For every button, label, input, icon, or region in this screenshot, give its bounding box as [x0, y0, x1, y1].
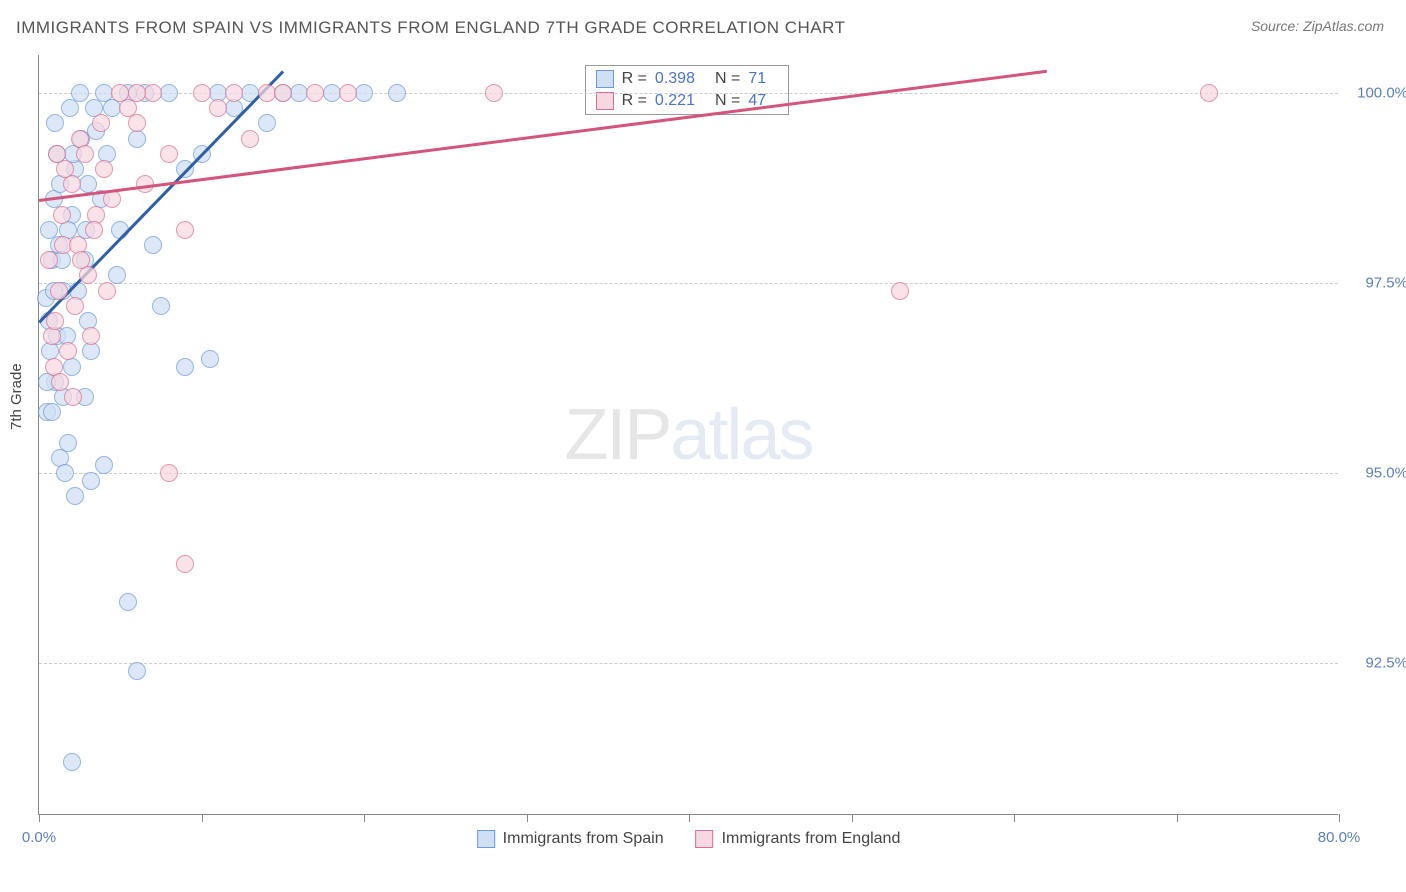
scatter-point [40, 251, 58, 269]
scatter-point [85, 221, 103, 239]
scatter-point [128, 114, 146, 132]
stat-r-value: 0.398 [655, 70, 695, 88]
gridline [39, 473, 1338, 474]
stat-n-label: N = [715, 70, 740, 88]
scatter-point [82, 472, 100, 490]
legend-swatch [477, 830, 495, 848]
chart-legend: Immigrants from Spain Immigrants from Eng… [477, 830, 901, 848]
scatter-point [388, 84, 406, 102]
scatter-point [59, 342, 77, 360]
stat-r-value: 0.221 [655, 92, 695, 110]
legend-item: Immigrants from Spain [477, 830, 664, 848]
x-tick [1177, 814, 1178, 822]
scatter-point [274, 84, 292, 102]
x-tick [202, 814, 203, 822]
scatter-point [209, 99, 227, 117]
scatter-point [144, 84, 162, 102]
scatter-point [119, 593, 137, 611]
x-tick [527, 814, 528, 822]
scatter-point [92, 114, 110, 132]
y-tick-label: 92.5% [1365, 655, 1406, 672]
scatter-point [76, 145, 94, 163]
scatter-point [160, 464, 178, 482]
scatter-point [46, 114, 64, 132]
y-tick-label: 97.5% [1365, 275, 1406, 292]
y-tick-label: 95.0% [1365, 465, 1406, 482]
legend-label: Immigrants from England [722, 830, 901, 848]
scatter-point [50, 282, 68, 300]
stat-n-value: 71 [748, 70, 766, 88]
x-tick-label: 0.0% [22, 829, 56, 846]
scatter-point [306, 84, 324, 102]
scatter-point [56, 160, 74, 178]
stat-r-label: R = [622, 70, 647, 88]
series-swatch [596, 70, 614, 88]
scatter-point [176, 358, 194, 376]
scatter-point [66, 297, 84, 315]
scatter-point [193, 84, 211, 102]
scatter-point [43, 403, 61, 421]
scatter-point [152, 297, 170, 315]
scatter-point [53, 206, 71, 224]
y-axis-label: 7th Grade [8, 363, 25, 430]
scatter-point [95, 456, 113, 474]
scatter-point [40, 221, 58, 239]
scatter-point [225, 84, 243, 102]
legend-label: Immigrants from Spain [503, 830, 664, 848]
series-swatch [596, 92, 614, 110]
scatter-point [160, 84, 178, 102]
scatter-point [95, 160, 113, 178]
scatter-point [51, 373, 69, 391]
scatter-point [103, 190, 121, 208]
scatter-point [66, 487, 84, 505]
watermark: ZIPatlas [564, 394, 812, 476]
chart-header: IMMIGRANTS FROM SPAIN VS IMMIGRANTS FROM… [0, 0, 1406, 46]
chart-source: Source: ZipAtlas.com [1251, 18, 1384, 34]
legend-item: Immigrants from England [696, 830, 901, 848]
scatter-point [355, 84, 373, 102]
stats-row: R = 0.398 N = 71 [586, 68, 789, 90]
stat-r-label: R = [622, 92, 647, 110]
scatter-point [1200, 84, 1218, 102]
scatter-point [43, 327, 61, 345]
scatter-point [144, 236, 162, 254]
scatter-point [46, 312, 64, 330]
x-tick [1339, 814, 1340, 822]
scatter-point [160, 145, 178, 163]
scatter-point [176, 221, 194, 239]
gridline [39, 283, 1338, 284]
scatter-point [64, 388, 82, 406]
scatter-point [485, 84, 503, 102]
scatter-chart: ZIPatlas R =0.398N =71R =0.221N =47 Immi… [38, 55, 1338, 815]
x-tick [852, 814, 853, 822]
legend-swatch [696, 830, 714, 848]
stat-n-label: N = [715, 92, 740, 110]
scatter-point [63, 358, 81, 376]
scatter-point [48, 145, 66, 163]
scatter-point [72, 251, 90, 269]
chart-title: IMMIGRANTS FROM SPAIN VS IMMIGRANTS FROM… [16, 18, 846, 38]
x-tick [364, 814, 365, 822]
y-tick-label: 100.0% [1357, 85, 1406, 102]
scatter-point [56, 464, 74, 482]
scatter-point [79, 175, 97, 193]
scatter-point [61, 99, 79, 117]
scatter-point [128, 84, 146, 102]
x-tick [689, 814, 690, 822]
scatter-point [82, 327, 100, 345]
scatter-point [98, 282, 116, 300]
scatter-point [241, 130, 259, 148]
scatter-point [891, 282, 909, 300]
scatter-point [201, 350, 219, 368]
scatter-point [339, 84, 357, 102]
x-tick [1014, 814, 1015, 822]
x-tick [39, 814, 40, 822]
scatter-point [258, 114, 276, 132]
scatter-point [63, 753, 81, 771]
x-tick-label: 80.0% [1318, 829, 1361, 846]
scatter-point [128, 662, 146, 680]
scatter-point [176, 555, 194, 573]
gridline [39, 663, 1338, 664]
trend-line [39, 70, 1047, 202]
